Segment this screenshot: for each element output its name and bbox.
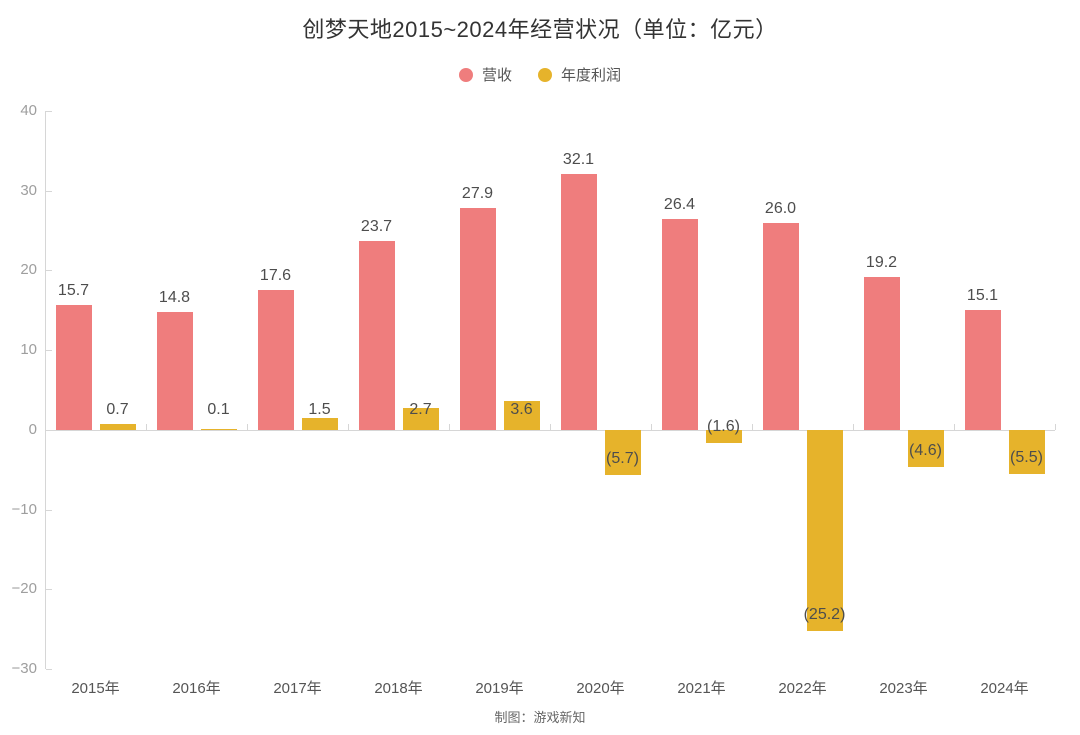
x-axis-label: 2023年: [879, 680, 928, 697]
x-axis-label: 2024年: [980, 680, 1029, 697]
bar-profit[interactable]: [301, 417, 338, 430]
y-axis-label: 40: [20, 102, 37, 119]
y-axis-tick: [46, 270, 52, 272]
bar-value-label-revenue: 23.7: [360, 217, 393, 235]
bar-value-label-revenue: 17.6: [259, 266, 292, 284]
bar-profit[interactable]: [200, 429, 237, 431]
y-axis-tick: [46, 669, 52, 670]
y-axis-tick: [46, 509, 52, 511]
x-axis-tick: [853, 423, 854, 430]
x-axis-tick: [449, 423, 450, 430]
bar-value-label-revenue: 15.1: [966, 286, 999, 304]
y-axis-tick: [46, 350, 52, 352]
y-axis-label: −30: [11, 660, 37, 677]
bar-value-label-profit: (5.5): [1010, 448, 1043, 466]
y-axis-label: −10: [11, 500, 37, 518]
bar-value-label-revenue: 14.8: [158, 288, 191, 306]
x-axis-tick: [954, 423, 955, 430]
bar-profit[interactable]: [806, 429, 843, 631]
bar-value-label-revenue: 26.0: [764, 199, 797, 217]
bar-value-label-profit: (4.6): [909, 441, 942, 459]
x-axis-label: 2020年: [576, 680, 625, 697]
bar-profit[interactable]: [99, 424, 136, 430]
bar-value-label-revenue: 27.9: [461, 184, 494, 202]
legend-item-profit[interactable]: 年度利润: [538, 64, 621, 85]
bar-profit[interactable]: [604, 429, 641, 476]
bar-value-label-profit: 2.7: [409, 400, 432, 418]
x-axis-tick: [550, 423, 551, 430]
bar-revenue[interactable]: [964, 309, 1001, 430]
bar-revenue[interactable]: [257, 289, 294, 430]
bar-revenue[interactable]: [661, 219, 698, 430]
x-axis-label: 2016年: [172, 680, 221, 697]
y-axis-label: 0: [28, 420, 37, 438]
y-axis-label: −20: [11, 580, 37, 598]
bar-value-label-profit: 1.5: [308, 400, 331, 418]
bar-profit[interactable]: [1008, 429, 1045, 474]
x-axis-label: 2015年: [71, 680, 120, 697]
legend-dot-profit-icon: [538, 67, 552, 82]
bar-value-label-profit: (1.6): [707, 417, 740, 435]
bar-profit[interactable]: [402, 408, 439, 430]
x-axis-zero-line: [45, 429, 1055, 431]
bar-value-label-profit: 3.6: [510, 400, 533, 418]
x-axis-tick: [146, 423, 147, 430]
y-axis-tick: [46, 111, 52, 112]
x-axis-label: 2019年: [475, 680, 524, 697]
bar-value-label-revenue: 15.7: [57, 281, 90, 299]
bar-value-label-revenue: 19.2: [865, 253, 898, 271]
bar-revenue[interactable]: [156, 311, 193, 430]
y-axis-label: 10: [20, 341, 37, 359]
bar-value-label-profit: 0.1: [207, 400, 230, 418]
bar-profit[interactable]: [503, 401, 540, 430]
x-axis-tick: [1055, 423, 1056, 430]
y-axis: [45, 111, 46, 669]
bar-revenue[interactable]: [358, 240, 395, 430]
x-axis-tick: [752, 423, 753, 430]
y-axis-tick: [46, 429, 52, 431]
page-title: 创梦天地2015~2024年经营状况（单位：亿元）: [302, 17, 778, 42]
legend-dot-revenue-icon: [458, 67, 473, 82]
bar-value-label-profit: (5.7): [606, 450, 639, 468]
bar-revenue[interactable]: [459, 207, 496, 430]
bar-revenue[interactable]: [55, 304, 92, 430]
y-axis-label: 20: [20, 261, 37, 279]
bar-value-label-revenue: 32.1: [562, 151, 595, 168]
legend-label-revenue: 营收: [481, 67, 512, 84]
y-axis-label: 30: [20, 181, 37, 199]
bar-revenue[interactable]: [560, 174, 597, 430]
x-axis-label: 2018年: [374, 680, 423, 697]
bar-value-label-profit: 0.7: [106, 400, 129, 418]
x-axis-tick: [651, 423, 652, 430]
bar-revenue[interactable]: [863, 276, 900, 430]
chart-legend: 营收 年度利润: [0, 64, 1080, 85]
y-axis-tick: [46, 190, 52, 192]
bar-revenue[interactable]: [762, 222, 799, 430]
x-axis-tick: [348, 423, 349, 430]
bar-value-label-revenue: 26.4: [663, 196, 696, 214]
x-axis-label: 2022年: [778, 680, 827, 697]
credit-text: 制图：游戏新知: [494, 710, 586, 725]
bar-profit[interactable]: [705, 429, 742, 443]
x-axis-tick: [247, 423, 248, 430]
legend-label-profit: 年度利润: [561, 67, 622, 84]
y-axis-tick: [46, 589, 52, 591]
bar-profit[interactable]: [907, 429, 944, 467]
x-axis-label: 2017年: [273, 680, 322, 697]
x-axis-tick: [45, 423, 46, 430]
bar-value-label-profit: (25.2): [803, 605, 846, 623]
legend-item-revenue[interactable]: 营收: [458, 64, 512, 85]
x-axis-label: 2021年: [677, 680, 726, 697]
